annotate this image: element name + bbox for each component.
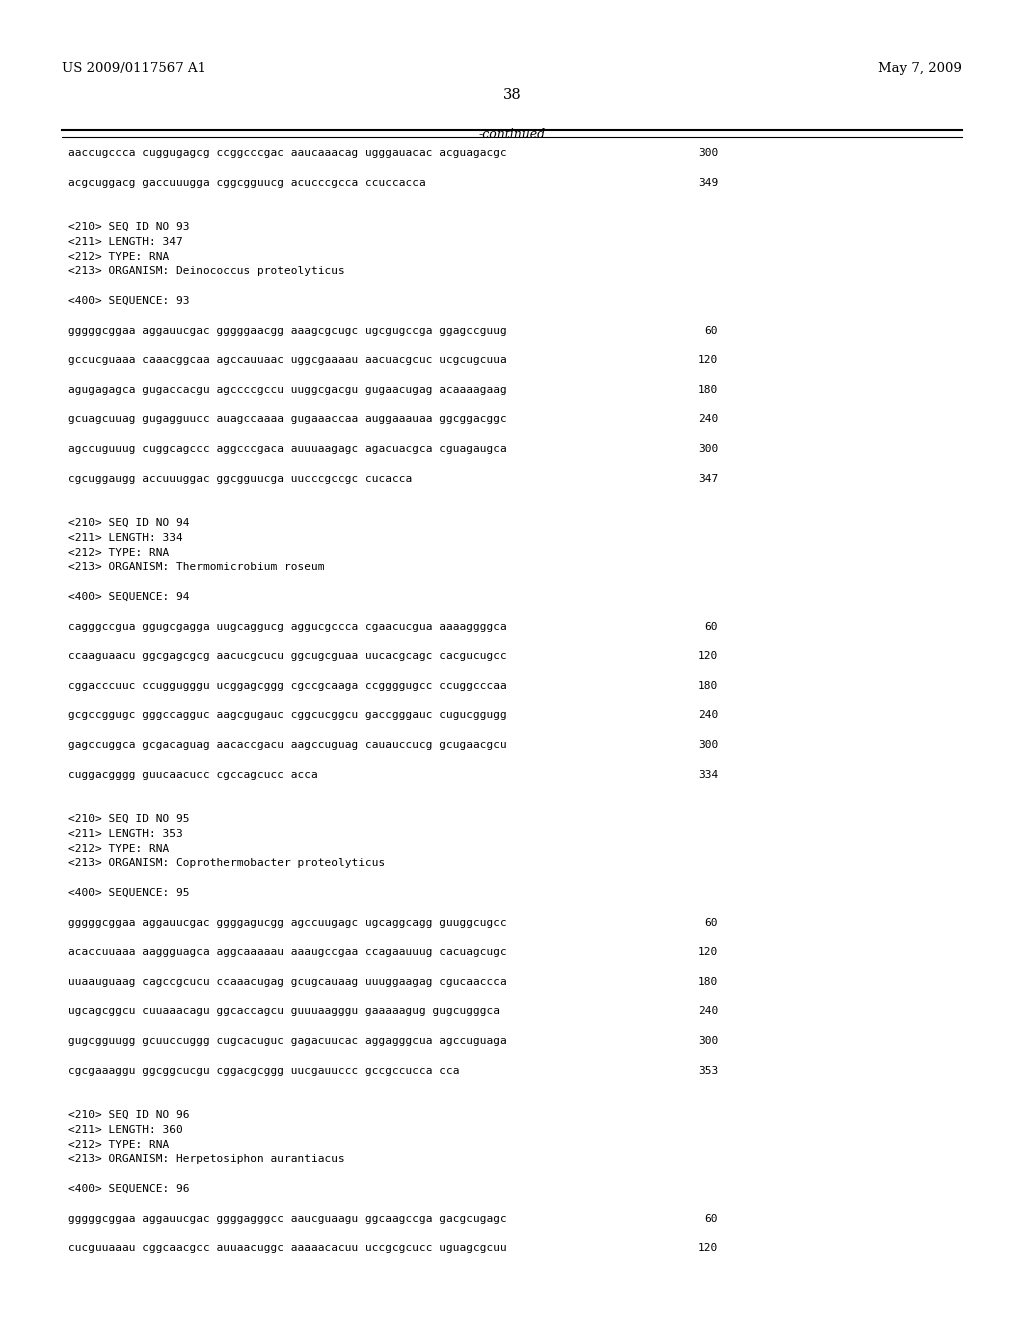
Text: 334: 334 xyxy=(697,770,718,780)
Text: 38: 38 xyxy=(503,88,521,102)
Text: 120: 120 xyxy=(697,948,718,957)
Text: cagggccgua ggugcgagga uugcaggucg aggucgccca cgaacucgua aaaaggggca: cagggccgua ggugcgagga uugcaggucg aggucgc… xyxy=(68,622,507,631)
Text: ugcagcggcu cuuaaacagu ggcaccagcu guuuaagggu gaaaaagug gugcugggca: ugcagcggcu cuuaaacagu ggcaccagcu guuuaag… xyxy=(68,1006,500,1016)
Text: <213> ORGANISM: Herpetosiphon aurantiacus: <213> ORGANISM: Herpetosiphon aurantiacu… xyxy=(68,1155,345,1164)
Text: 60: 60 xyxy=(705,917,718,928)
Text: 180: 180 xyxy=(697,681,718,690)
Text: gcuagcuuag gugagguucc auagccaaaa gugaaaccaa auggaaauaa ggcggacggc: gcuagcuuag gugagguucc auagccaaaa gugaaac… xyxy=(68,414,507,425)
Text: ccaaguaacu ggcgagcgcg aacucgcucu ggcugcguaa uucacgcagc cacgucugcc: ccaaguaacu ggcgagcgcg aacucgcucu ggcugcg… xyxy=(68,651,507,661)
Text: agugagagca gugaccacgu agccccgccu uuggcgacgu gugaacugag acaaaagaag: agugagagca gugaccacgu agccccgccu uuggcga… xyxy=(68,385,507,395)
Text: <210> SEQ ID NO 94: <210> SEQ ID NO 94 xyxy=(68,517,189,528)
Text: acaccuuaaa aaggguagca aggcaaaaau aaaugccgaa ccagaauuug cacuagcugc: acaccuuaaa aaggguagca aggcaaaaau aaaugcc… xyxy=(68,948,507,957)
Text: 60: 60 xyxy=(705,326,718,335)
Text: 240: 240 xyxy=(697,1006,718,1016)
Text: gugcgguugg gcuuccuggg cugcacuguc gagacuucac aggagggcua agccuguaga: gugcgguugg gcuuccuggg cugcacuguc gagacuu… xyxy=(68,1036,507,1045)
Text: <212> TYPE: RNA: <212> TYPE: RNA xyxy=(68,843,169,854)
Text: 300: 300 xyxy=(697,1036,718,1045)
Text: cuggacgggg guucaacucc cgccagcucc acca: cuggacgggg guucaacucc cgccagcucc acca xyxy=(68,770,317,780)
Text: gccucguaaa caaacggcaa agccauuaac uggcgaaaau aacuacgcuc ucgcugcuua: gccucguaaa caaacggcaa agccauuaac uggcgaa… xyxy=(68,355,507,366)
Text: May 7, 2009: May 7, 2009 xyxy=(879,62,962,75)
Text: <400> SEQUENCE: 96: <400> SEQUENCE: 96 xyxy=(68,1184,189,1195)
Text: 349: 349 xyxy=(697,178,718,187)
Text: US 2009/0117567 A1: US 2009/0117567 A1 xyxy=(62,62,206,75)
Text: <211> LENGTH: 347: <211> LENGTH: 347 xyxy=(68,236,182,247)
Text: 300: 300 xyxy=(697,741,718,750)
Text: <211> LENGTH: 360: <211> LENGTH: 360 xyxy=(68,1125,182,1135)
Text: <213> ORGANISM: Thermomicrobium roseum: <213> ORGANISM: Thermomicrobium roseum xyxy=(68,562,325,573)
Text: -continued: -continued xyxy=(478,128,546,141)
Text: 180: 180 xyxy=(697,977,718,987)
Text: 120: 120 xyxy=(697,1243,718,1253)
Text: uuaauguaag cagccgcucu ccaaacugag gcugcauaag uuuggaagag cgucaaccca: uuaauguaag cagccgcucu ccaaacugag gcugcau… xyxy=(68,977,507,987)
Text: gggggcggaa aggauucgac gggggaacgg aaagcgcugc ugcgugccga ggagccguug: gggggcggaa aggauucgac gggggaacgg aaagcgc… xyxy=(68,326,507,335)
Text: gggggcggaa aggauucgac ggggagucgg agccuugagc ugcaggcagg guuggcugcc: gggggcggaa aggauucgac ggggagucgg agccuug… xyxy=(68,917,507,928)
Text: cgcgaaaggu ggcggcucgu cggacgcggg uucgauuccc gccgccucca cca: cgcgaaaggu ggcggcucgu cggacgcggg uucgauu… xyxy=(68,1065,460,1076)
Text: gggggcggaa aggauucgac ggggagggcc aaucguaagu ggcaagccga gacgcugagc: gggggcggaa aggauucgac ggggagggcc aaucgua… xyxy=(68,1213,507,1224)
Text: gcgccggugc gggccagguc aagcgugauc cggcucggcu gaccgggauc cugucggugg: gcgccggugc gggccagguc aagcgugauc cggcucg… xyxy=(68,710,507,721)
Text: <400> SEQUENCE: 94: <400> SEQUENCE: 94 xyxy=(68,591,189,602)
Text: cgcuggaugg accuuuggac ggcgguucga uucccgccgc cucacca: cgcuggaugg accuuuggac ggcgguucga uucccgc… xyxy=(68,474,413,483)
Text: <213> ORGANISM: Deinococcus proteolyticus: <213> ORGANISM: Deinococcus proteolyticu… xyxy=(68,267,345,276)
Text: 353: 353 xyxy=(697,1065,718,1076)
Text: <210> SEQ ID NO 95: <210> SEQ ID NO 95 xyxy=(68,814,189,824)
Text: <211> LENGTH: 334: <211> LENGTH: 334 xyxy=(68,533,182,543)
Text: 240: 240 xyxy=(697,414,718,425)
Text: <212> TYPE: RNA: <212> TYPE: RNA xyxy=(68,548,169,557)
Text: gagccuggca gcgacaguag aacaccgacu aagccuguag cauauccucg gcugaacgcu: gagccuggca gcgacaguag aacaccgacu aagccug… xyxy=(68,741,507,750)
Text: cggacccuuc ccuggugggu ucggagcggg cgccgcaaga ccggggugcc ccuggcccaa: cggacccuuc ccuggugggu ucggagcggg cgccgca… xyxy=(68,681,507,690)
Text: 120: 120 xyxy=(697,355,718,366)
Text: acgcuggacg gaccuuugga cggcgguucg acucccgcca ccuccacca: acgcuggacg gaccuuugga cggcgguucg acucccg… xyxy=(68,178,426,187)
Text: 180: 180 xyxy=(697,385,718,395)
Text: <211> LENGTH: 353: <211> LENGTH: 353 xyxy=(68,829,182,838)
Text: 347: 347 xyxy=(697,474,718,483)
Text: agccuguuug cuggcagccc aggcccgaca auuuaagagc agacuacgca cguagaugca: agccuguuug cuggcagccc aggcccgaca auuuaag… xyxy=(68,444,507,454)
Text: 300: 300 xyxy=(697,148,718,158)
Text: <400> SEQUENCE: 93: <400> SEQUENCE: 93 xyxy=(68,296,189,306)
Text: 240: 240 xyxy=(697,710,718,721)
Text: <210> SEQ ID NO 96: <210> SEQ ID NO 96 xyxy=(68,1110,189,1119)
Text: <213> ORGANISM: Coprothermobacter proteolyticus: <213> ORGANISM: Coprothermobacter proteo… xyxy=(68,858,385,869)
Text: 300: 300 xyxy=(697,444,718,454)
Text: cucguuaaau cggcaacgcc auuaacuggc aaaaacacuu uccgcgcucc uguagcgcuu: cucguuaaau cggcaacgcc auuaacuggc aaaaaca… xyxy=(68,1243,507,1253)
Text: 120: 120 xyxy=(697,651,718,661)
Text: <212> TYPE: RNA: <212> TYPE: RNA xyxy=(68,252,169,261)
Text: <212> TYPE: RNA: <212> TYPE: RNA xyxy=(68,1139,169,1150)
Text: aaccugccca cuggugagcg ccggcccgac aaucaaacag ugggauacac acguagacgc: aaccugccca cuggugagcg ccggcccgac aaucaaa… xyxy=(68,148,507,158)
Text: 60: 60 xyxy=(705,1213,718,1224)
Text: <400> SEQUENCE: 95: <400> SEQUENCE: 95 xyxy=(68,888,189,898)
Text: <210> SEQ ID NO 93: <210> SEQ ID NO 93 xyxy=(68,222,189,232)
Text: 60: 60 xyxy=(705,622,718,631)
